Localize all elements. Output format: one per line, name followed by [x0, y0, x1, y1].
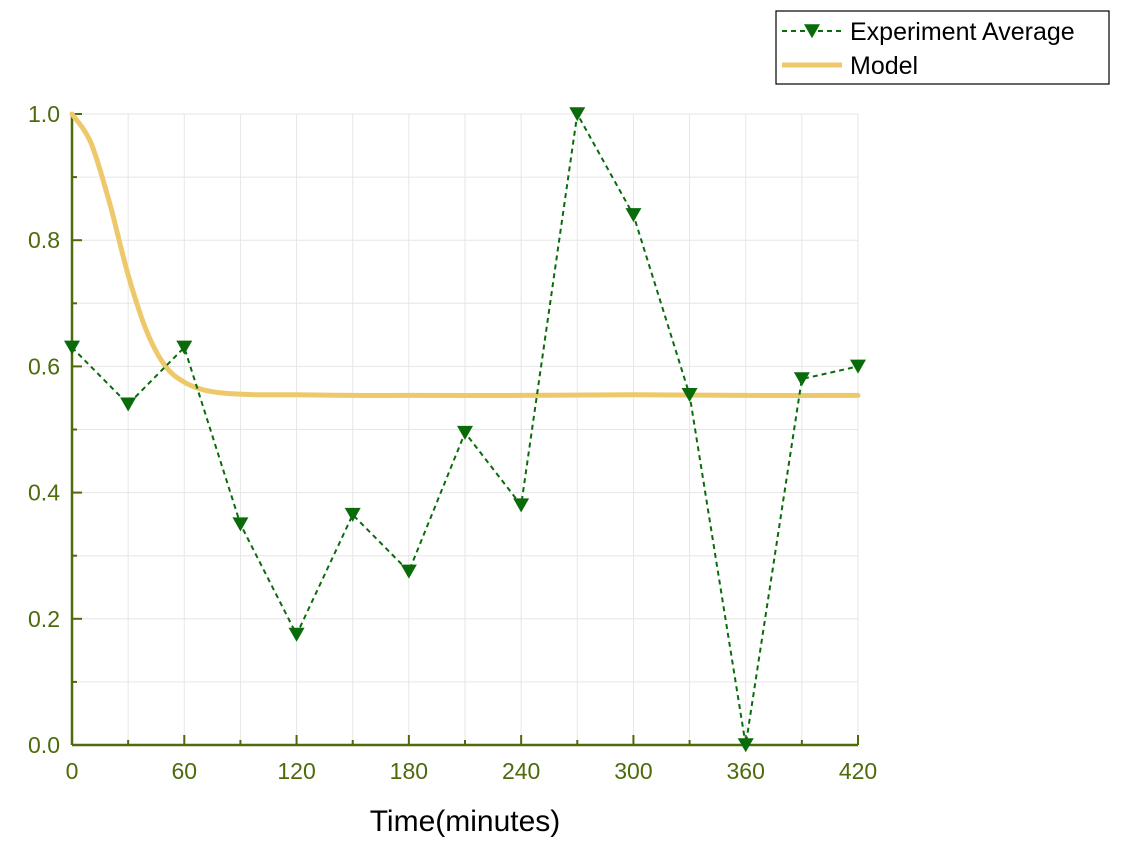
axes	[70, 113, 859, 747]
experiment-average-point	[681, 387, 698, 402]
y-tick-label: 0.6	[28, 353, 60, 379]
y-tick-label: 0.8	[28, 227, 60, 253]
experiment-average-point	[400, 564, 417, 579]
experiment-average-point	[569, 107, 586, 122]
y-tick-label: 0.2	[28, 606, 60, 632]
legend-model-label: Model	[850, 52, 918, 80]
experiment-average-point	[288, 627, 305, 642]
experiment-average-point	[120, 397, 137, 412]
grid	[71, 113, 859, 746]
y-tick-label: 0.0	[28, 732, 60, 758]
experiment-average-point	[513, 498, 530, 513]
x-axis-title: Time(minutes)	[370, 805, 561, 838]
experiment-average-point	[625, 208, 642, 223]
y-tick-label: 1.0	[28, 101, 60, 127]
model-line	[69, 111, 861, 398]
experiment-average-point	[793, 372, 810, 387]
legend-experiment-marker	[804, 24, 820, 39]
legend: Experiment Average Model	[775, 10, 1110, 85]
x-tick-label: 300	[614, 758, 652, 784]
experiment-average-point	[232, 517, 249, 532]
x-tick-label: 360	[727, 758, 765, 784]
x-tick-label: 120	[277, 758, 315, 784]
experiment-average-point	[64, 340, 80, 355]
experiment-average-point	[176, 340, 193, 355]
series	[64, 107, 866, 753]
x-tick-label: 240	[502, 758, 540, 784]
x-tick-label: 420	[839, 758, 877, 784]
experiment-average-point	[457, 425, 473, 440]
x-tick-label: 60	[171, 758, 197, 784]
legend-experiment-label: Experiment Average	[850, 18, 1075, 46]
experiment-average-point	[737, 738, 754, 753]
x-tick-label: 180	[390, 758, 428, 784]
experiment-average-point	[850, 359, 866, 374]
tick-labels: 0 60 120 180 240 300 360 420 0.0 0.2 0.4 0.6 0.8 1.0	[28, 101, 877, 784]
y-tick-label: 0.4	[28, 480, 60, 506]
x-tick-label: 0	[66, 758, 79, 784]
experiment-average-point	[344, 507, 361, 522]
legend-box	[775, 10, 1110, 85]
